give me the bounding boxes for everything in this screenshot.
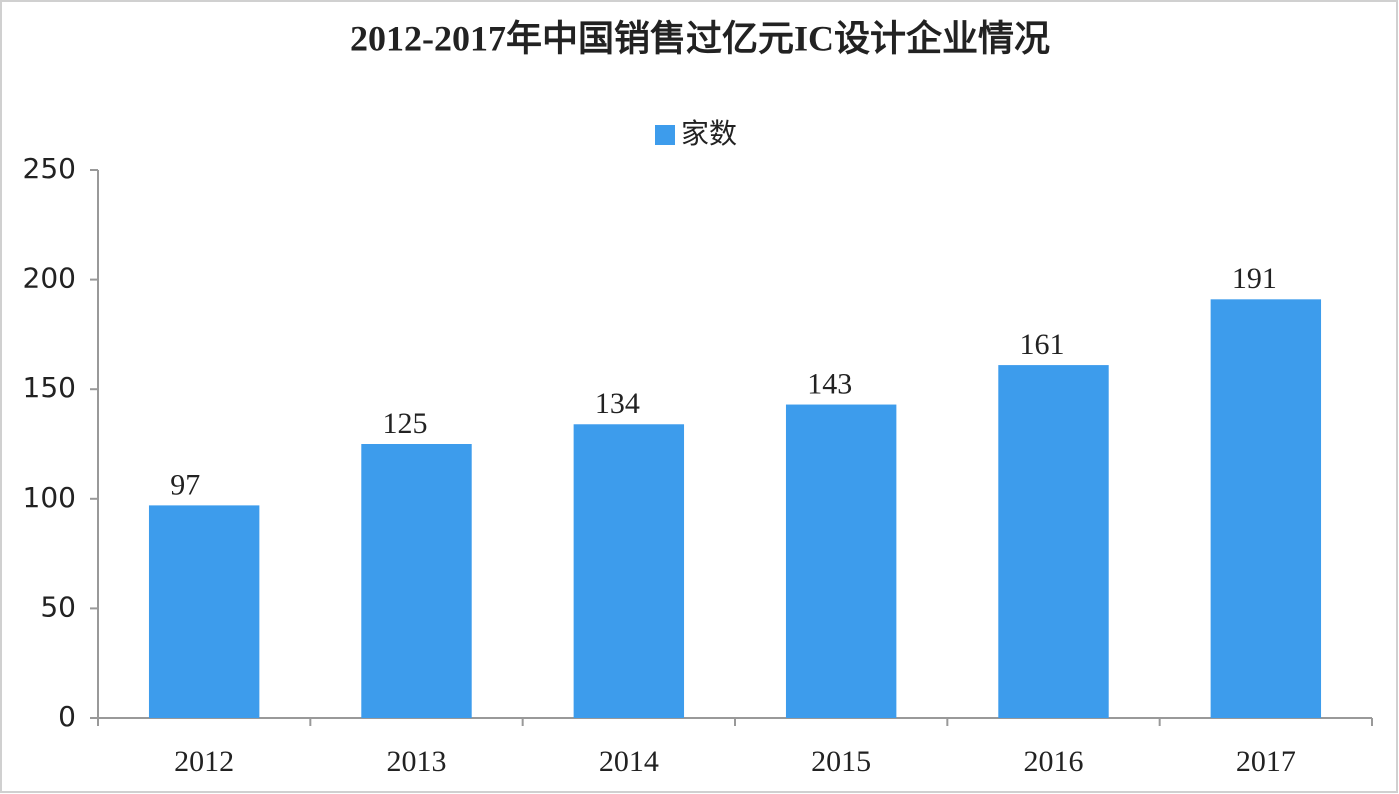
data-label: 97 bbox=[170, 468, 200, 501]
y-tick-label: 100 bbox=[23, 481, 76, 514]
x-tick-label: 2014 bbox=[599, 745, 659, 778]
y-tick-label: 200 bbox=[23, 262, 76, 295]
bar bbox=[361, 444, 472, 718]
bar bbox=[785, 404, 897, 718]
x-tick-label: 2016 bbox=[1024, 745, 1084, 778]
data-label: 125 bbox=[383, 407, 428, 440]
data-label: 143 bbox=[807, 367, 852, 400]
bar bbox=[998, 365, 1109, 718]
y-tick-label: 150 bbox=[23, 371, 76, 404]
bar bbox=[1210, 299, 1322, 718]
bar bbox=[148, 505, 260, 718]
legend-label: 家数 bbox=[681, 117, 737, 150]
y-tick-label: 0 bbox=[58, 700, 76, 733]
data-label: 191 bbox=[1232, 262, 1277, 295]
x-tick-label: 2015 bbox=[811, 745, 871, 778]
y-tick-label: 250 bbox=[23, 152, 76, 185]
data-label: 161 bbox=[1020, 328, 1065, 361]
legend-swatch bbox=[655, 125, 675, 145]
data-label: 134 bbox=[595, 387, 640, 420]
x-tick-label: 2012 bbox=[174, 745, 234, 778]
y-tick-label: 50 bbox=[40, 590, 76, 623]
x-tick-label: 2013 bbox=[387, 745, 447, 778]
x-tick-label: 2017 bbox=[1236, 745, 1296, 778]
chart-title: 2012-2017年中国销售过亿元IC设计企业情况 bbox=[350, 17, 1050, 58]
bar bbox=[573, 424, 685, 718]
